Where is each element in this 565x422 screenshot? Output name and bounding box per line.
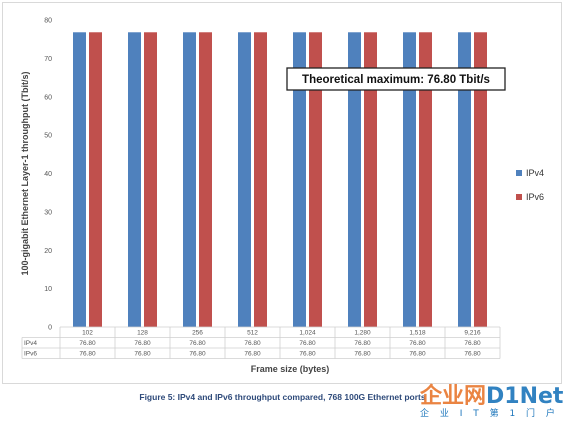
y-tick-label: 20 bbox=[44, 248, 52, 255]
x-tick-label: 512 bbox=[247, 330, 258, 337]
data-label: 76.80 bbox=[244, 351, 261, 358]
watermark-logo-right: D1Net bbox=[486, 384, 564, 409]
x-tick-label: 1,024 bbox=[299, 330, 316, 337]
bar-ipv4 bbox=[348, 32, 361, 327]
bar-ipv6 bbox=[474, 32, 487, 327]
legend-swatch-ipv4 bbox=[516, 170, 522, 176]
x-axis-label: Frame size (bytes) bbox=[251, 364, 330, 374]
y-axis-label: 100-gigabit Ethernet Layer-1 throughput … bbox=[20, 71, 30, 275]
data-label: 76.80 bbox=[244, 340, 261, 347]
x-tick-label: 9,216 bbox=[464, 330, 481, 337]
annotation-box bbox=[286, 67, 506, 91]
y-tick-label: 70 bbox=[44, 56, 52, 63]
data-label: 76.80 bbox=[134, 340, 151, 347]
bar-ipv4 bbox=[183, 32, 196, 327]
data-label: 76.80 bbox=[354, 340, 371, 347]
data-label: 76.80 bbox=[409, 351, 426, 358]
watermark-subtitle: 企 业 I T 第 1 门 户 bbox=[420, 409, 559, 419]
watermark-logo-left: 企业网 bbox=[420, 384, 487, 409]
y-tick-label: 60 bbox=[44, 94, 52, 101]
table-series-name: IPv4 bbox=[24, 340, 37, 347]
bar-ipv6 bbox=[89, 32, 102, 327]
data-label: 76.80 bbox=[299, 351, 316, 358]
y-tick-label: 0 bbox=[48, 325, 52, 332]
figure-caption: Figure 5: IPv4 and IPv6 throughput compa… bbox=[139, 392, 426, 402]
y-tick-label: 30 bbox=[44, 209, 52, 216]
bar-ipv4 bbox=[128, 32, 141, 327]
y-tick-label: 50 bbox=[44, 133, 52, 140]
bar-ipv4 bbox=[238, 32, 251, 327]
data-label: 76.80 bbox=[79, 340, 96, 347]
bar-ipv6 bbox=[254, 32, 267, 327]
data-label: 76.80 bbox=[189, 340, 206, 347]
legend-label-ipv6: IPv6 bbox=[526, 192, 544, 202]
data-label: 76.80 bbox=[354, 351, 371, 358]
data-label: 76.80 bbox=[134, 351, 151, 358]
x-tick-label: 128 bbox=[137, 330, 148, 337]
annotation-text: Theoretical maximum: 76.80 Tbit/s bbox=[302, 74, 490, 86]
watermark: 企业网D1Net 企 业 I T 第 1 门 户 bbox=[420, 378, 565, 422]
y-tick-label: 10 bbox=[44, 286, 52, 293]
data-label: 76.80 bbox=[464, 351, 481, 358]
data-label: 76.80 bbox=[189, 351, 206, 358]
bar-ipv6 bbox=[199, 32, 212, 327]
x-tick-label: 1,280 bbox=[354, 330, 371, 337]
x-tick-label: 102 bbox=[82, 330, 93, 337]
data-label: 76.80 bbox=[79, 351, 96, 358]
bar-ipv6 bbox=[364, 32, 377, 327]
legend-swatch-ipv6 bbox=[516, 194, 522, 200]
data-label: 76.80 bbox=[464, 340, 481, 347]
bar-ipv4 bbox=[458, 32, 471, 327]
y-tick-label: 40 bbox=[44, 171, 52, 178]
x-tick-label: 1,518 bbox=[409, 330, 426, 337]
bar-ipv6 bbox=[419, 32, 432, 327]
bar-ipv4 bbox=[73, 32, 86, 327]
bar-ipv6 bbox=[144, 32, 157, 327]
bar-ipv4 bbox=[403, 32, 416, 327]
bar-chart: 0 10 20 30 40 50 60 70 80 100-gigabit Ethernet La… bbox=[20, 18, 544, 375]
table-series-name: IPv6 bbox=[24, 351, 37, 358]
legend-label-ipv4: IPv4 bbox=[526, 168, 544, 178]
data-label: 76.80 bbox=[299, 340, 316, 347]
x-tick-label: 256 bbox=[192, 330, 203, 337]
bar-ipv4 bbox=[293, 32, 306, 327]
y-tick-label: 80 bbox=[44, 18, 52, 25]
watermark-logo: 企业网D1Net bbox=[420, 378, 563, 410]
bar-ipv6 bbox=[309, 32, 322, 327]
data-label: 76.80 bbox=[409, 340, 426, 347]
